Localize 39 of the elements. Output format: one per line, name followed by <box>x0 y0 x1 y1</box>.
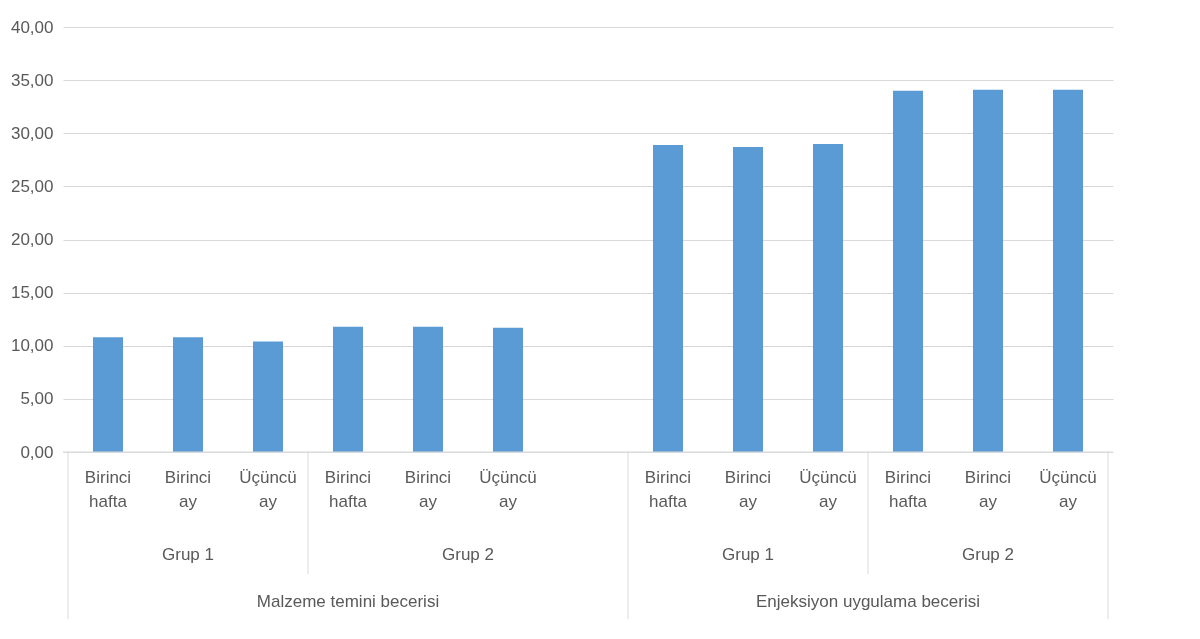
y-tick-label: 5,00 <box>20 389 54 409</box>
bar <box>733 147 763 452</box>
y-tick-label: 30,00 <box>10 123 54 143</box>
x-tick-label: Birinci ay <box>164 468 212 511</box>
x-tick-label: Üçüncü ay <box>479 468 537 511</box>
x-tick-label: Birinci hafta <box>644 468 692 511</box>
text: Enjeksiyon uygulama becerisi <box>756 592 980 611</box>
y-tick-label: 20,00 <box>10 230 54 249</box>
text: Grup 1 <box>162 545 214 564</box>
bar <box>173 337 203 452</box>
y-tick-label: 25,00 <box>10 176 54 196</box>
text: Malzeme temini becerisi <box>256 592 440 611</box>
bar <box>253 341 283 452</box>
bar <box>413 326 443 452</box>
bar <box>813 143 843 452</box>
bar <box>1053 89 1083 452</box>
y-tick-label: 35,00 <box>10 70 54 90</box>
bar <box>93 337 123 452</box>
y-tick-label: 0,00 <box>20 442 54 462</box>
text: Grup 2 <box>962 545 1014 564</box>
text: Grup 2 <box>442 545 494 564</box>
bar <box>333 326 363 452</box>
bar <box>653 144 683 452</box>
y-tick-label: 10,00 <box>10 336 54 356</box>
x-tick-label: Üçüncü ay <box>239 468 297 511</box>
y-tick-label: 40,00 <box>10 17 54 37</box>
x-tick-label: Birinci ay <box>724 468 772 511</box>
x-tick-label: Üçüncü ay <box>1039 468 1097 511</box>
x-tick-label: Birinci ay <box>404 468 452 511</box>
bar <box>973 89 1003 452</box>
bar <box>493 327 523 452</box>
y-tick-label: 15,00 <box>10 283 54 303</box>
x-tick-label: Birinci ay <box>964 468 1012 511</box>
x-tick-label: Üçüncü ay <box>799 468 857 511</box>
x-tick-label: Birinci hafta <box>324 468 372 511</box>
x-tick-label: Birinci hafta <box>84 468 132 511</box>
bar <box>893 90 923 452</box>
text: Grup 1 <box>722 545 774 564</box>
x-tick-label: Birinci hafta <box>884 468 932 511</box>
